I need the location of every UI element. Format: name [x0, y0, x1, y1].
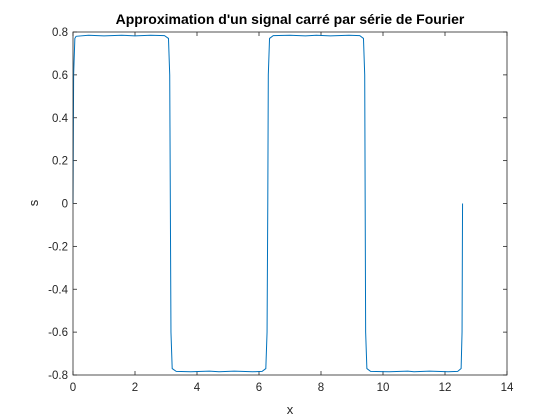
x-tick-label: 14: [501, 382, 514, 394]
x-tick-label: 12: [439, 382, 452, 394]
y-tick-label: -0.6: [48, 327, 68, 339]
y-tick-label: 0: [62, 199, 68, 211]
x-tick-label: 0: [70, 382, 76, 394]
y-tick-label: -0.4: [48, 284, 68, 296]
y-tick-label: 0.2: [52, 156, 68, 168]
x-tick-label: 4: [194, 382, 201, 394]
x-tick-label: 6: [256, 382, 262, 394]
x-tick-label: 10: [377, 382, 390, 394]
x-tick-label: 2: [132, 382, 138, 394]
y-axis-label: s: [26, 199, 41, 206]
y-tick-label: -0.8: [48, 370, 68, 382]
plot-area: [73, 32, 507, 375]
chart-title: Approximation d'un signal carré par séri…: [116, 11, 465, 27]
y-tick-label: 0.4: [52, 113, 69, 125]
y-tick-label: -0.2: [48, 241, 68, 253]
y-tick-label: 0.6: [52, 70, 68, 82]
y-tick-label: 0.8: [52, 27, 68, 39]
axes-box: [72, 31, 508, 376]
x-axis-label: x: [287, 402, 294, 417]
series-line: [72, 34, 464, 373]
x-tick-label: 8: [318, 382, 324, 394]
